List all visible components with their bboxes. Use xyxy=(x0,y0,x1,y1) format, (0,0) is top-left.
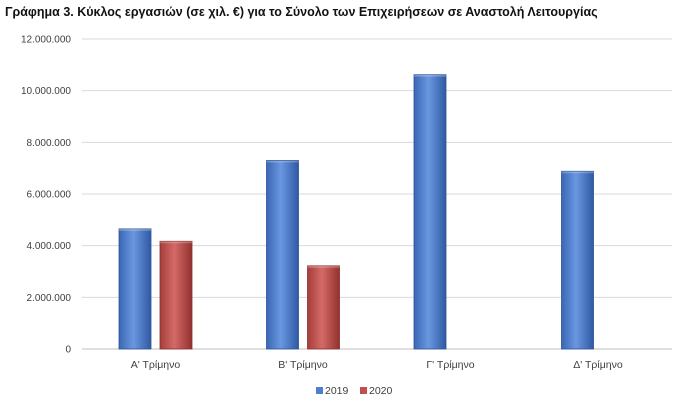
bar-2020 xyxy=(307,265,340,350)
bar-2020 xyxy=(159,240,193,350)
bar-highlight xyxy=(160,241,192,244)
y-axis-tick-labels: 0 2.000.000 4.000.000 6.000.000 8.000.000 10.… xyxy=(21,35,72,356)
legend: 2019 2020 xyxy=(316,385,393,397)
bar-highlight xyxy=(414,74,446,77)
legend-label-2020: 2020 xyxy=(369,385,393,397)
bar-highlight xyxy=(307,265,340,268)
y-tick-label: 10.000.000 xyxy=(21,86,71,97)
y-tick-label: 4.000.000 xyxy=(27,241,72,252)
bar-2019 xyxy=(266,160,299,350)
legend-label-2019: 2019 xyxy=(325,385,349,397)
x-tick-label: Γ' Τρίμηνο xyxy=(426,359,474,371)
x-axis-tick-labels: Α' Τρίμηνο Β' Τρίμηνο Γ' Τρίμηνο Δ' Τρίμηνο xyxy=(131,359,623,371)
bars xyxy=(118,74,594,350)
bar-2019 xyxy=(413,74,447,350)
bar-2019 xyxy=(118,228,152,350)
x-tick-label: Α' Τρίμηνο xyxy=(131,359,181,371)
chart-title: Γράφημα 3. Κύκλος εργασιών (σε χιλ. €) γ… xyxy=(5,5,598,19)
y-tick-label: 0 xyxy=(65,345,71,356)
bar-highlight xyxy=(266,160,299,163)
bar-highlight xyxy=(119,228,151,231)
bar-2019 xyxy=(561,170,594,350)
legend-swatch-2020 xyxy=(360,387,367,394)
y-tick-label: 2.000.000 xyxy=(27,293,72,304)
y-tick-label: 6.000.000 xyxy=(27,190,72,201)
y-tick-label: 12.000.000 xyxy=(21,35,71,46)
legend-swatch-2019 xyxy=(316,387,323,394)
bar-highlight xyxy=(561,171,594,174)
x-tick-label: Δ' Τρίμηνο xyxy=(573,359,623,371)
x-tick-label: Β' Τρίμηνο xyxy=(278,359,328,371)
y-tick-label: 8.000.000 xyxy=(27,138,72,149)
